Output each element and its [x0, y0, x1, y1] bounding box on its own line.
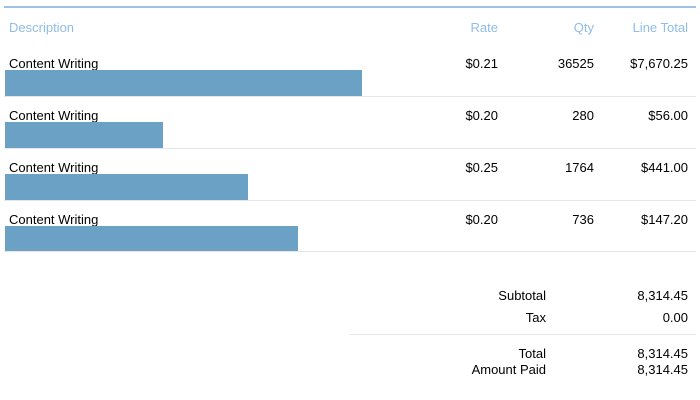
redacted-detail-bar	[5, 70, 362, 96]
tax-label: Tax	[525, 310, 546, 325]
item-qty: 736	[572, 212, 594, 227]
item-line-total: $7,670.25	[630, 56, 688, 71]
table-row: Content Writing $0.20 280 $56.00	[0, 109, 700, 161]
item-description: Content Writing	[9, 160, 99, 175]
summary-divider	[350, 334, 696, 335]
table-row: Content Writing $0.20 736 $147.20	[0, 213, 700, 265]
redacted-detail-bar	[5, 122, 163, 148]
header-rule	[4, 6, 696, 8]
column-header-qty: Qty	[573, 20, 594, 35]
item-description: Content Writing	[9, 56, 99, 71]
item-rate: $0.20	[465, 212, 498, 227]
column-header-description: Description	[9, 20, 75, 35]
column-header-line-total: Line Total	[632, 20, 688, 35]
table-row: Content Writing $0.25 1764 $441.00	[0, 161, 700, 213]
redacted-detail-bar	[5, 174, 248, 200]
item-line-total: $147.20	[641, 212, 688, 227]
item-qty: 36525	[557, 56, 594, 71]
amount-paid-label: Amount Paid	[471, 362, 546, 377]
total-value: 8,314.45	[637, 346, 688, 361]
item-qty: 280	[572, 108, 594, 123]
item-rate: $0.21	[465, 56, 498, 71]
item-rate: $0.20	[465, 108, 498, 123]
tax-value: 0.00	[662, 310, 688, 325]
column-header-rate: Rate	[470, 20, 498, 35]
row-divider	[4, 251, 696, 252]
item-rate: $0.25	[465, 160, 498, 175]
amount-paid-value: 8,314.45	[637, 362, 688, 377]
subtotal-label: Subtotal	[498, 288, 546, 303]
subtotal-value: 8,314.45	[637, 288, 688, 303]
row-divider	[4, 200, 696, 201]
item-line-total: $441.00	[641, 160, 688, 175]
redacted-detail-bar	[5, 226, 298, 252]
item-line-total: $56.00	[648, 108, 688, 123]
item-description: Content Writing	[9, 212, 99, 227]
row-divider	[4, 96, 696, 97]
row-divider	[4, 148, 696, 149]
item-qty: 1764	[565, 160, 594, 175]
table-row: Content Writing $0.21 36525 $7,670.25	[0, 57, 700, 109]
total-label: Total	[518, 346, 546, 361]
item-description: Content Writing	[9, 108, 99, 123]
